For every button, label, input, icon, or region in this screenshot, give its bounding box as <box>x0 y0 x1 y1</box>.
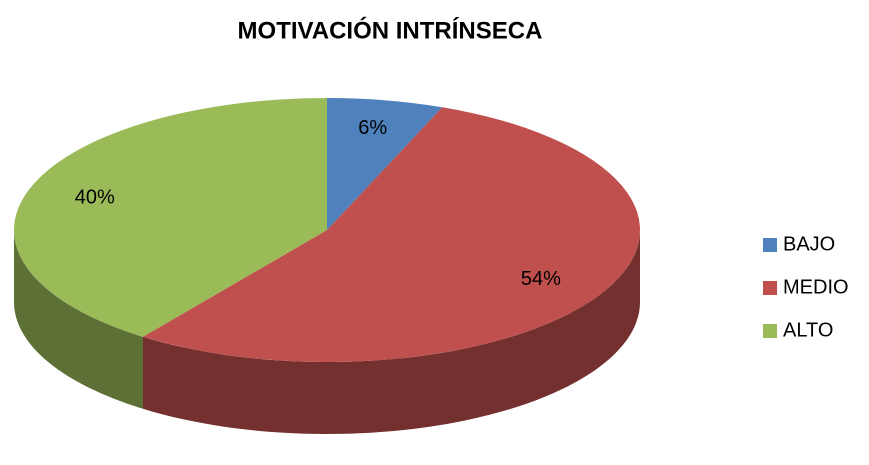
data-label: 40% <box>75 186 115 208</box>
data-label: 6% <box>358 117 387 139</box>
legend-label: BAJO <box>783 233 835 255</box>
legend-swatch <box>763 281 777 295</box>
legend-swatch <box>763 324 777 338</box>
pie-wall <box>143 230 640 434</box>
legend-swatch <box>763 238 777 252</box>
data-label: 54% <box>521 268 561 290</box>
pie-slice <box>143 107 640 362</box>
legend-label: ALTO <box>783 319 833 341</box>
legend-label: MEDIO <box>783 276 849 298</box>
pie-slice <box>327 98 443 230</box>
pie-wall <box>14 230 143 409</box>
pie-slice <box>13 98 328 337</box>
chart-title: MOTIVACIÓN INTRÍNSECA <box>238 16 543 44</box>
